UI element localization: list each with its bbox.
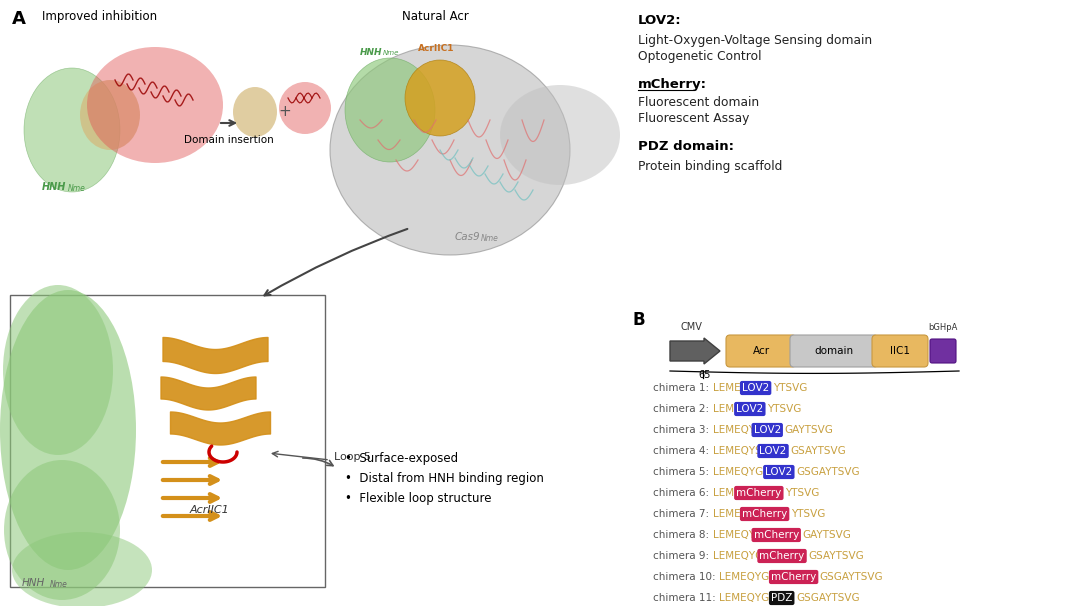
Text: Light-Oxygen-Voltage Sensing domain: Light-Oxygen-Voltage Sensing domain — [638, 34, 873, 47]
Text: mCherry:: mCherry: — [638, 78, 707, 91]
Text: Nme: Nme — [68, 184, 86, 193]
Text: 65: 65 — [699, 370, 712, 380]
Text: •  Flexible loop structure: • Flexible loop structure — [345, 492, 491, 505]
Text: LEMEQYGSG: LEMEQYGSG — [719, 593, 784, 603]
Bar — [10, 295, 325, 587]
Text: AcrIIC1: AcrIIC1 — [418, 44, 455, 53]
Text: LEMEQYGSG: LEMEQYGSG — [713, 467, 778, 477]
Text: Nme: Nme — [383, 50, 400, 56]
Text: GSGAYTSVG: GSGAYTSVG — [820, 572, 883, 582]
Text: chimera 3:: chimera 3: — [653, 425, 710, 435]
Text: IIC1: IIC1 — [890, 346, 910, 356]
Text: GSAYTSVG: GSAYTSVG — [808, 551, 864, 561]
Ellipse shape — [330, 45, 570, 255]
Text: PDZ: PDZ — [771, 593, 793, 603]
Text: PDZ domain:: PDZ domain: — [638, 140, 734, 153]
Text: LEMEQYGSG: LEMEQYGSG — [719, 572, 784, 582]
Text: LOV2: LOV2 — [742, 383, 769, 393]
Text: B: B — [633, 311, 646, 329]
Text: HNH: HNH — [42, 182, 66, 192]
Text: LOV2: LOV2 — [754, 425, 781, 435]
Text: Cas9: Cas9 — [455, 232, 481, 242]
Text: LEMEQYG: LEMEQYG — [713, 530, 764, 540]
Text: Fluorescent Assay: Fluorescent Assay — [638, 112, 750, 125]
Text: GSAYTSVG: GSAYTSVG — [791, 446, 847, 456]
Text: GAYTSVG: GAYTSVG — [785, 425, 834, 435]
Ellipse shape — [0, 290, 136, 570]
Text: GSGAYTSVG: GSGAYTSVG — [796, 467, 860, 477]
Text: chimera 1:: chimera 1: — [653, 383, 710, 393]
Text: GAYTSVG: GAYTSVG — [802, 530, 851, 540]
Text: chimera 10:: chimera 10: — [653, 572, 716, 582]
Text: LOV2: LOV2 — [737, 404, 764, 414]
Text: mCherry: mCherry — [759, 551, 805, 561]
Text: LOV2: LOV2 — [759, 446, 786, 456]
Text: Loop 5: Loop 5 — [334, 452, 372, 462]
FancyBboxPatch shape — [726, 335, 796, 367]
Ellipse shape — [3, 285, 113, 455]
Text: Improved inhibition: Improved inhibition — [42, 10, 158, 23]
Text: LOV2: LOV2 — [766, 467, 793, 477]
Text: LOV2:: LOV2: — [638, 14, 681, 27]
Text: chimera 8:: chimera 8: — [653, 530, 710, 540]
Text: Nme: Nme — [50, 580, 68, 589]
Text: YTSVG: YTSVG — [768, 404, 801, 414]
FancyBboxPatch shape — [789, 335, 878, 367]
FancyBboxPatch shape — [872, 335, 928, 367]
Text: +: + — [278, 104, 291, 119]
Text: Protein binding scaffold: Protein binding scaffold — [638, 160, 782, 173]
Text: •  Surface-exposed: • Surface-exposed — [345, 452, 458, 465]
Text: Optogenetic Control: Optogenetic Control — [638, 50, 761, 63]
Ellipse shape — [87, 47, 222, 163]
Ellipse shape — [24, 68, 120, 192]
Text: HNH: HNH — [360, 48, 382, 57]
Ellipse shape — [12, 532, 152, 606]
Ellipse shape — [405, 60, 475, 136]
Text: LEMEQYSG: LEMEQYSG — [713, 446, 770, 456]
Text: HNH: HNH — [22, 578, 45, 588]
Text: •  Distal from HNH binding region: • Distal from HNH binding region — [345, 472, 544, 485]
Ellipse shape — [500, 85, 620, 185]
Text: chimera 11:: chimera 11: — [653, 593, 716, 603]
Text: LEME: LEME — [713, 488, 741, 498]
Text: Fluorescent domain: Fluorescent domain — [638, 96, 759, 109]
Text: mCherry: mCherry — [737, 488, 782, 498]
Text: bGHpA: bGHpA — [929, 323, 958, 332]
FancyBboxPatch shape — [930, 339, 956, 363]
Text: LEMEQ: LEMEQ — [713, 383, 748, 393]
Text: chimera 9:: chimera 9: — [653, 551, 710, 561]
Text: chimera 4:: chimera 4: — [653, 446, 710, 456]
Ellipse shape — [80, 80, 140, 150]
Text: chimera 5:: chimera 5: — [653, 467, 710, 477]
Text: Natural Acr: Natural Acr — [402, 10, 469, 23]
Text: LEMEQ: LEMEQ — [713, 509, 748, 519]
Ellipse shape — [279, 82, 330, 134]
Text: YTSVG: YTSVG — [791, 509, 825, 519]
Text: GSGAYTSVG: GSGAYTSVG — [796, 593, 860, 603]
Text: chimera 2:: chimera 2: — [653, 404, 710, 414]
Ellipse shape — [345, 58, 435, 162]
Ellipse shape — [233, 87, 276, 137]
Text: YTSVG: YTSVG — [773, 383, 808, 393]
Text: mCherry: mCherry — [742, 509, 787, 519]
Text: YTSVG: YTSVG — [785, 488, 819, 498]
Text: LEME: LEME — [713, 404, 741, 414]
Text: Nme: Nme — [481, 234, 499, 243]
Text: chimera 7:: chimera 7: — [653, 509, 710, 519]
Text: chimera 6:: chimera 6: — [653, 488, 710, 498]
Text: LEMEQYGS: LEMEQYGS — [713, 551, 770, 561]
Text: AcrIIC1: AcrIIC1 — [190, 505, 230, 515]
Text: A: A — [12, 10, 26, 28]
Text: domain: domain — [814, 346, 853, 356]
Text: mCherry: mCherry — [754, 530, 799, 540]
Ellipse shape — [4, 460, 120, 600]
Text: mCherry: mCherry — [771, 572, 816, 582]
Text: Domain insertion: Domain insertion — [184, 135, 274, 145]
FancyArrow shape — [670, 338, 720, 364]
Text: LEMEQYG: LEMEQYG — [713, 425, 764, 435]
Text: Acr: Acr — [753, 346, 770, 356]
Text: CMV: CMV — [680, 322, 702, 332]
